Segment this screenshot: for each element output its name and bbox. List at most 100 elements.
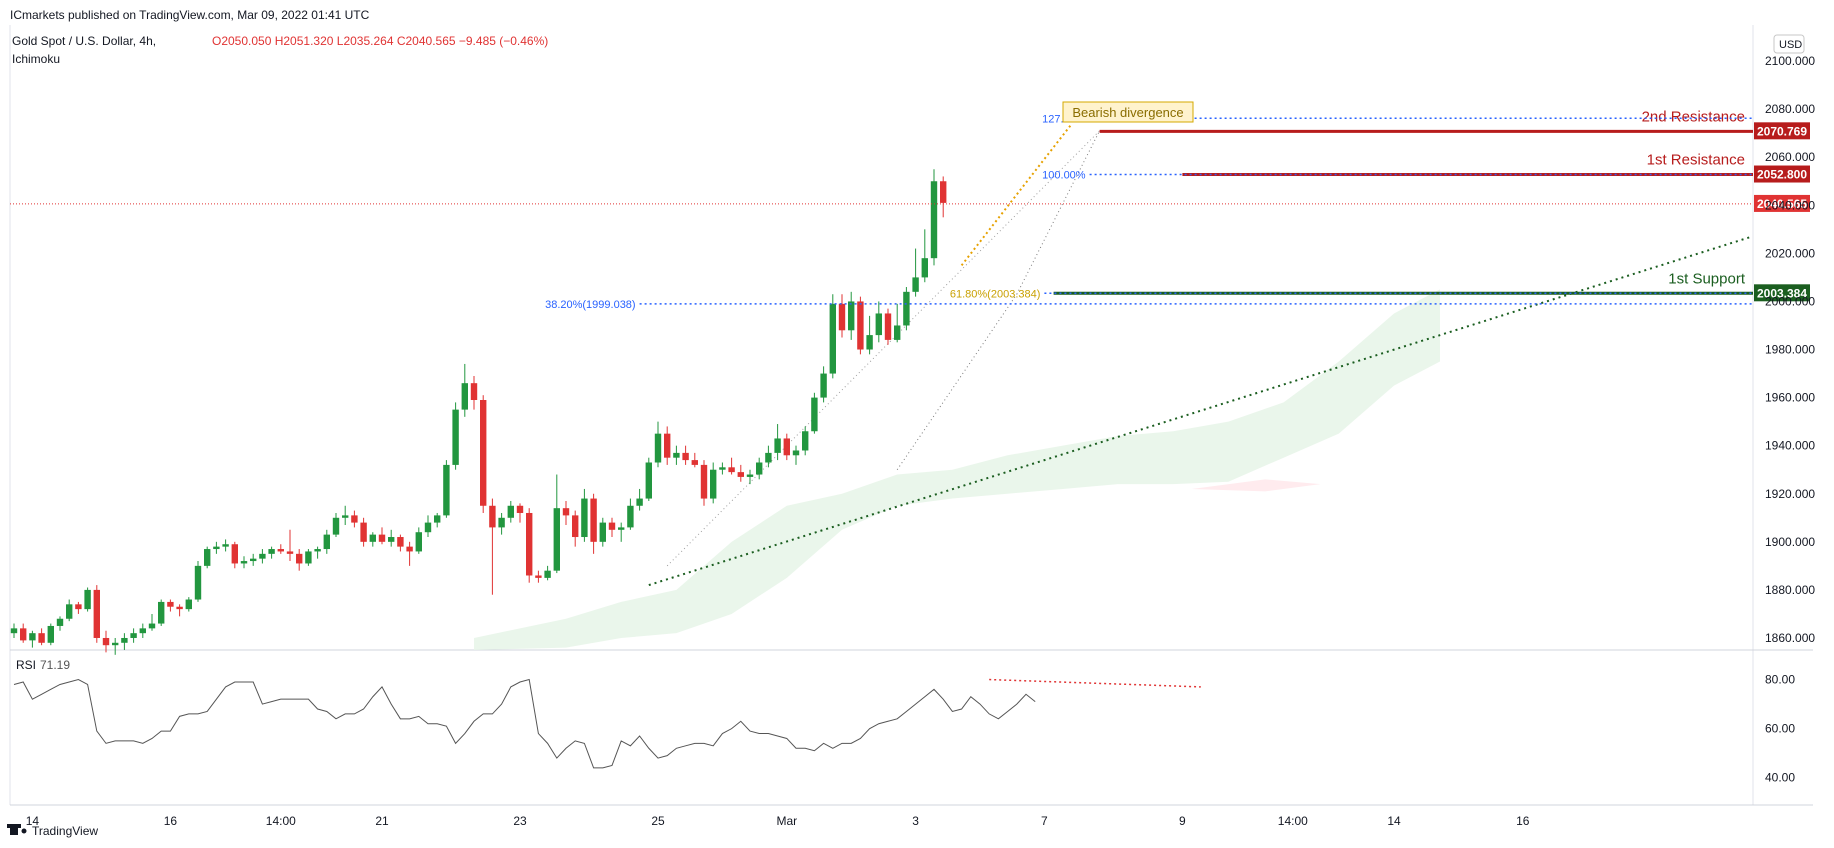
price-tick-label: 1860.000	[1765, 631, 1815, 645]
time-tick-label: 16	[1516, 814, 1530, 828]
candle-body	[903, 291, 910, 326]
candle-body	[139, 628, 146, 634]
price-tick-label: 1900.000	[1765, 535, 1815, 549]
candle-body	[296, 553, 303, 564]
candle-body	[75, 604, 82, 610]
candle-body	[47, 625, 54, 643]
candle-body	[802, 431, 809, 451]
candle-body	[406, 546, 413, 552]
trend-lines	[648, 122, 1753, 587]
candle-body	[691, 460, 698, 465]
candle-body	[388, 537, 395, 542]
candle-body	[29, 633, 36, 641]
level-tag-resistance	[1754, 122, 1810, 140]
candle-body	[360, 522, 367, 542]
fib-level-label: 38.20%(1999.038)	[545, 299, 636, 311]
candle-body	[102, 637, 110, 646]
rsi-value: 71.19	[40, 658, 70, 672]
price-tick-label: 2080.000	[1765, 102, 1815, 116]
time-tick-label: 14	[1387, 814, 1401, 828]
fib-connector-line	[896, 293, 1018, 470]
candle-body	[930, 181, 938, 259]
symbol-title: Gold Spot / U.S. Dollar, 4h,	[12, 34, 156, 48]
candle-body	[314, 549, 321, 552]
candle-body	[66, 604, 73, 619]
currency-badge[interactable]	[1773, 34, 1805, 54]
candle-body	[829, 303, 836, 374]
price-tick-label: 2020.000	[1765, 246, 1815, 260]
candle-body	[185, 599, 192, 610]
candle-body	[544, 570, 551, 578]
candle-body	[480, 400, 487, 506]
candle-body	[507, 505, 514, 518]
fib-level-label: 100.00%	[1042, 170, 1086, 182]
price-tick-label: 2060.000	[1765, 150, 1815, 164]
price-axis[interactable]: 2100.000 2080.000 2060.000 2040.000 2020.000…	[1765, 54, 1815, 785]
level-tag-label: 2070.769	[1757, 124, 1807, 138]
support-trendline	[648, 235, 1753, 587]
time-tick-label: 14:00	[1278, 814, 1308, 828]
candle-body	[84, 589, 91, 610]
candle-body	[20, 628, 27, 641]
last-price-tag	[1754, 194, 1810, 212]
candle-body	[921, 258, 928, 278]
rsi-tick-label: 80.00	[1765, 673, 1795, 687]
candle-body	[912, 277, 919, 292]
candle-body	[443, 464, 450, 516]
divergence-annotation-box[interactable]	[1062, 101, 1194, 123]
candle-body	[535, 575, 542, 578]
price-tick-label: 1880.000	[1765, 583, 1815, 597]
ichimoku-cloud	[474, 289, 1440, 650]
candles	[10, 169, 947, 655]
candle-body	[498, 517, 505, 528]
candle-body	[286, 551, 294, 554]
candle-body	[857, 301, 864, 350]
price-tick-label: 1980.000	[1765, 343, 1815, 357]
level-tag-label: 2003.384	[1757, 286, 1807, 300]
rsi-pane	[13, 678, 1201, 769]
level-tag-resistance	[1754, 165, 1810, 183]
candle-body	[783, 438, 790, 456]
candle-body	[231, 544, 238, 564]
ohlc-readout: O2050.050 H2051.320 L2035.264 C2040.565 …	[212, 34, 548, 48]
candle-body	[838, 303, 846, 331]
candle-body	[654, 433, 662, 463]
candle-body	[664, 433, 671, 458]
candle-body	[56, 618, 64, 626]
candle-body	[38, 633, 45, 643]
candle-body	[489, 505, 496, 528]
time-tick-label: 3	[912, 814, 919, 828]
candle-body	[728, 467, 735, 473]
candle-body	[351, 515, 358, 523]
candle-body	[792, 450, 800, 456]
grid	[9, 25, 1813, 806]
time-tick-label: 25	[651, 814, 665, 828]
rsi-tick-label: 60.00	[1765, 722, 1795, 736]
candle-body	[323, 534, 330, 550]
candle-body	[682, 452, 689, 461]
candle-body	[737, 472, 744, 477]
candle-body	[599, 522, 606, 542]
candle-body	[940, 181, 947, 203]
candle-body	[526, 512, 533, 576]
publisher-line: ICmarkets published on TradingView.com, …	[10, 8, 370, 22]
candle-body	[10, 628, 18, 634]
tradingview-logo-icon	[7, 824, 27, 835]
candle-body	[756, 462, 763, 475]
candle-body	[894, 325, 901, 340]
candle-body	[645, 462, 652, 499]
candle-body	[158, 601, 165, 624]
candle-body	[820, 373, 827, 398]
fib-levels: 127.20%100.00%61.80%(2003.384)38.20%(199…	[545, 113, 1753, 311]
candle-body	[710, 469, 717, 499]
time-axis[interactable]: 14 16 14:00 21 23 25 Mar 3 7 9 14:00 14 16	[26, 814, 1530, 828]
time-tick-label: 21	[375, 814, 389, 828]
candle-body	[176, 606, 183, 610]
cloud-red-area	[1191, 479, 1321, 492]
price-tick-label: 1920.000	[1765, 487, 1815, 501]
time-tick-label: 16	[164, 814, 178, 828]
candle-body	[397, 537, 404, 547]
candle-body	[746, 474, 754, 477]
candle-body	[277, 549, 284, 552]
